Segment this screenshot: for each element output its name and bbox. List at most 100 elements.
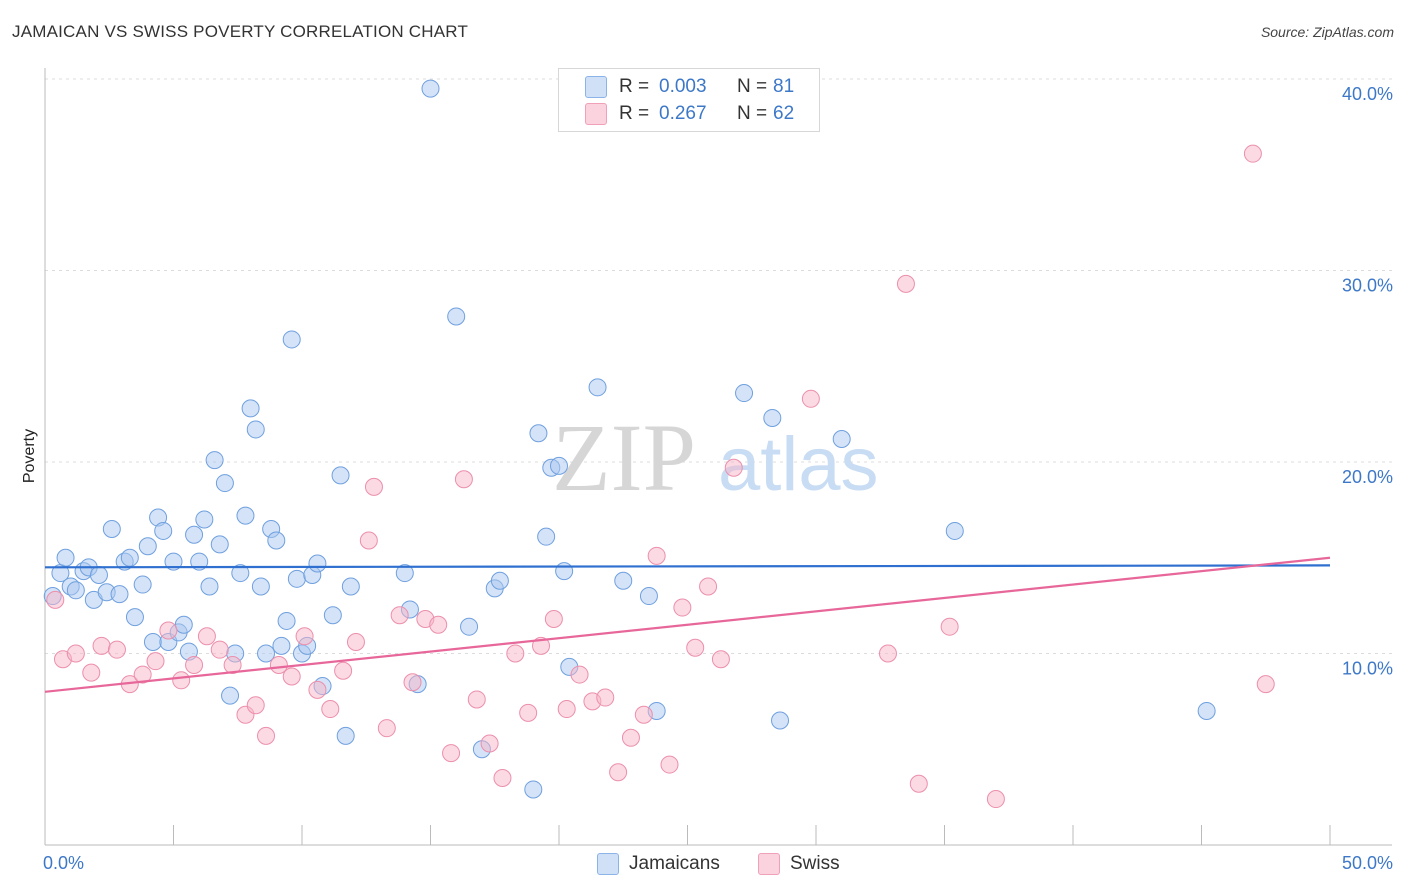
point-jamaicans (190, 552, 209, 571)
point-swiss (596, 688, 615, 707)
legend-r-value: 0.003 (659, 76, 707, 97)
point-jamaicans (421, 79, 440, 98)
point-jamaicans (143, 633, 162, 652)
point-swiss (442, 744, 461, 763)
point-swiss (647, 546, 666, 565)
point-jamaicans (125, 608, 144, 627)
point-swiss (257, 726, 276, 745)
point-jamaicans (236, 506, 255, 525)
y-tick-label: 20.0% (1342, 467, 1393, 487)
point-swiss (133, 665, 152, 684)
point-jamaicans (331, 466, 350, 485)
point-swiss (1256, 675, 1275, 694)
point-swiss (634, 705, 653, 724)
point-swiss (686, 638, 705, 657)
point-jamaicans (120, 548, 139, 567)
point-swiss (493, 768, 512, 787)
point-jamaicans (195, 510, 214, 529)
point-jamaicans (257, 644, 276, 663)
point-swiss (878, 644, 897, 663)
point-swiss (801, 389, 820, 408)
point-swiss (295, 627, 314, 646)
point-swiss (334, 661, 353, 680)
point-jamaicans (174, 615, 193, 634)
point-jamaicans (200, 577, 219, 596)
point-jamaicans (550, 456, 568, 475)
legend-row-swiss: R = 0.267 N = 62 (585, 102, 794, 126)
bottom-legend-label-swiss: Swiss (790, 853, 840, 874)
point-swiss (403, 673, 422, 692)
point-swiss (570, 665, 589, 684)
legend-r-label: R = (619, 103, 650, 124)
point-swiss (673, 598, 692, 617)
point-swiss (454, 470, 473, 489)
point-swiss (621, 728, 640, 747)
point-jamaicans (251, 577, 270, 596)
point-swiss (321, 700, 340, 719)
legend-row-jamaicans: R = 0.003 N = 81 (585, 75, 794, 99)
point-swiss (429, 615, 448, 634)
point-jamaicans (395, 564, 414, 583)
point-swiss (390, 606, 409, 625)
trend-line-swiss (44, 556, 1331, 693)
bottom-legend-swiss[interactable]: Swiss (758, 852, 840, 876)
source-label: Source: ZipAtlas.com (1260, 24, 1394, 40)
point-swiss (197, 627, 216, 646)
point-swiss (346, 633, 365, 652)
point-swiss (480, 734, 499, 753)
point-swiss (107, 640, 126, 659)
chart-title: JAMAICAN VS SWISS POVERTY CORRELATION CH… (12, 22, 469, 41)
point-swiss (82, 663, 101, 682)
point-jamaicans (246, 420, 265, 439)
point-jamaicans (524, 780, 543, 799)
point-jamaicans (133, 575, 152, 594)
bottom-legend-swatch-swiss (758, 853, 780, 875)
watermark-atlas: atlas (718, 422, 879, 507)
point-jamaicans (323, 606, 342, 625)
point-swiss (660, 755, 679, 774)
point-jamaicans (277, 611, 296, 630)
point-swiss (364, 477, 383, 496)
point-swiss (269, 655, 288, 674)
legend-r-value: 0.267 (659, 103, 707, 124)
point-jamaicans (241, 399, 260, 418)
legend-r-label: R = (619, 76, 650, 97)
tick-labels: 10.0% 20.0% 30.0% 40.0% 0.0% 50.0% (43, 84, 1393, 873)
point-jamaicans (282, 330, 301, 349)
point-jamaicans (490, 571, 509, 590)
point-jamaicans (154, 521, 173, 540)
point-swiss (92, 636, 111, 655)
watermark: ZIP atlas (552, 404, 879, 511)
bottom-legend-jamaicans[interactable]: Jamaicans (597, 852, 720, 876)
point-swiss (940, 617, 959, 636)
stats-legend: R = 0.003 N = 81 R = 0.267 N = 62 (558, 68, 820, 132)
point-jamaicans (205, 451, 224, 470)
point-swiss (909, 774, 928, 793)
point-jamaicans (267, 531, 286, 550)
point-swiss (699, 577, 718, 596)
point-swiss (308, 680, 327, 699)
point-jamaicans (138, 537, 157, 556)
point-jamaicans (221, 686, 240, 705)
trend-lines (44, 556, 1331, 693)
point-swiss (282, 667, 301, 686)
point-jamaicans (588, 378, 607, 397)
point-jamaicans (308, 554, 327, 573)
point-swiss (185, 655, 204, 674)
point-jamaicans (89, 565, 108, 584)
point-swiss (544, 610, 563, 629)
point-jamaicans (771, 711, 790, 730)
point-swiss (467, 690, 486, 709)
point-jamaicans (460, 617, 479, 636)
point-jamaicans (529, 424, 548, 443)
bottom-legend-swatch-jamaicans (597, 853, 619, 875)
bottom-legend-label-jamaicans: Jamaicans (629, 853, 720, 874)
point-jamaicans (1197, 701, 1216, 720)
x-tick-label: 0.0% (43, 853, 84, 873)
point-jamaicans (447, 307, 466, 326)
point-swiss (609, 763, 628, 782)
point-swiss (1243, 144, 1262, 163)
point-jamaicans (102, 520, 121, 539)
point-jamaicans (231, 564, 250, 583)
point-jamaicans (555, 562, 574, 581)
